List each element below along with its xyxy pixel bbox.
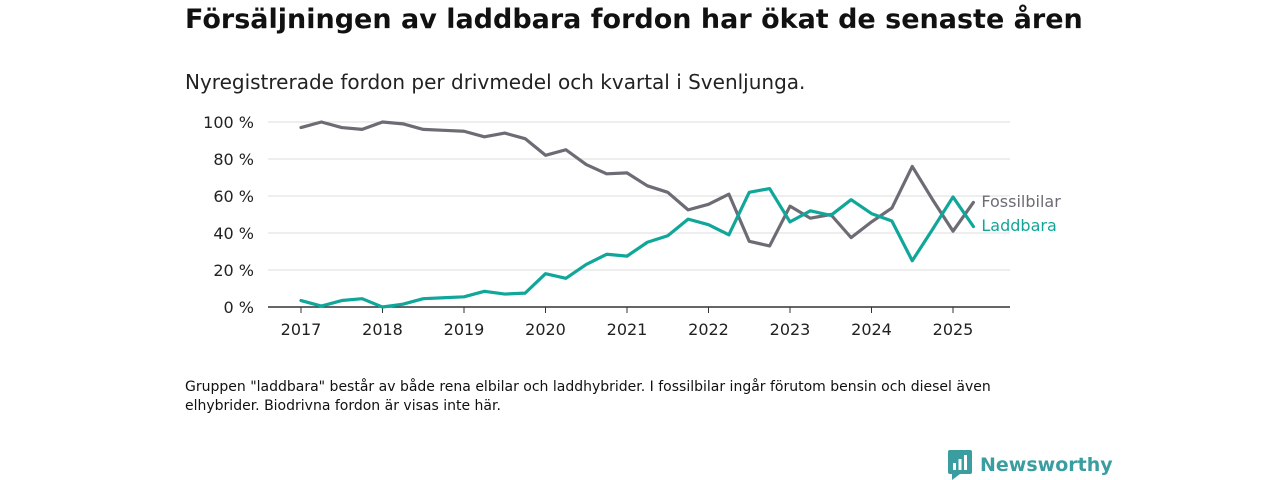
series — [299, 120, 975, 309]
footnote: Gruppen "laddbara" består av både rena e… — [185, 379, 991, 414]
newsworthy-logo[interactable]: Newsworthy — [948, 450, 1113, 480]
series-line-fossilbilar — [299, 120, 975, 248]
x-tick-label: 2019 — [444, 320, 485, 339]
x-tick-label: 2025 — [933, 320, 974, 339]
series-label-laddbara: Laddbara — [981, 216, 1056, 235]
y-tick-label: 20 % — [213, 261, 254, 280]
x-tick-label: 2017 — [281, 320, 322, 339]
x-tick-label: 2020 — [525, 320, 566, 339]
chart-subtitle: Nyregistrerade fordon per drivmedel och … — [185, 70, 806, 94]
x-tick-label: 2021 — [607, 320, 648, 339]
chart-title: Försäljningen av laddbara fordon har öka… — [185, 4, 1083, 35]
axes: 0 % 20 % 40 % 60 % 80 % 100 % 2017 2018 2019 2020… — [203, 113, 1010, 339]
x-tick-label: 2018 — [362, 320, 403, 339]
y-tick-label: 0 % — [224, 298, 254, 317]
y-tick-label: 60 % — [213, 187, 254, 206]
x-tick-label: 2023 — [770, 320, 811, 339]
x-tick-label: 2024 — [851, 320, 892, 339]
series-line-laddbara — [299, 187, 975, 309]
brand-name: Newsworthy — [980, 454, 1113, 476]
y-tick-label: 80 % — [213, 150, 254, 169]
y-tick-label: 40 % — [213, 224, 254, 243]
series-label-fossilbilar: Fossilbilar — [981, 192, 1061, 211]
series-labels: Fossilbilar Laddbara — [981, 192, 1061, 235]
y-tick-label: 100 % — [203, 113, 254, 132]
newsworthy-logo-icon — [948, 450, 972, 480]
x-tick-label: 2022 — [688, 320, 729, 339]
line-chart: 0 % 20 % 40 % 60 % 80 % 100 % 2017 2018 2019 2020… — [203, 113, 1061, 339]
